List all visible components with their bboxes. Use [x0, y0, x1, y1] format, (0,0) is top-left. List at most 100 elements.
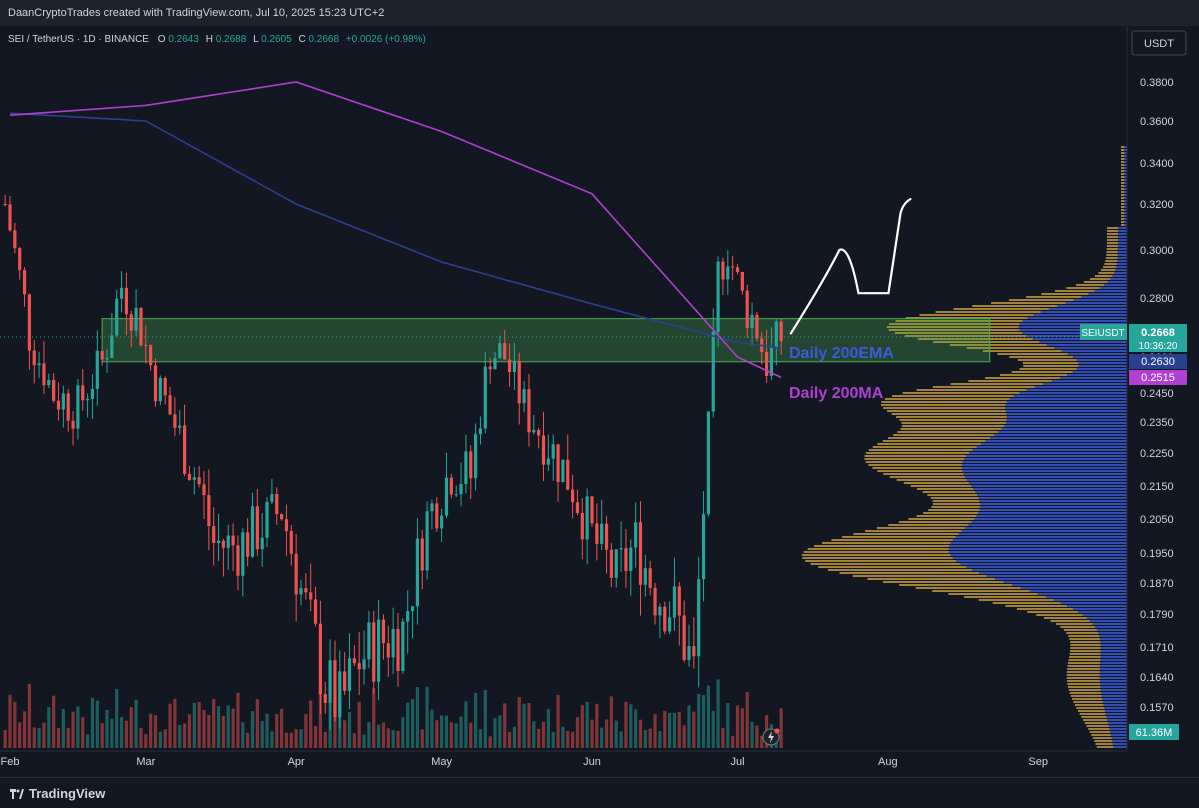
vp-bar-up	[891, 413, 1007, 415]
vp-bar-up	[1121, 158, 1125, 160]
vp-bar-down	[1117, 242, 1127, 244]
volume-bar	[503, 703, 507, 748]
x-tick-label: Apr	[288, 756, 305, 768]
symbol-tag-bg	[1080, 324, 1127, 340]
candle-body	[231, 535, 235, 546]
vp-bar-down	[1009, 398, 1127, 400]
vp-bar-down	[1094, 290, 1127, 292]
vp-bar-down	[1124, 209, 1127, 211]
vp-bar-up	[1069, 692, 1102, 694]
candle-body	[454, 494, 458, 496]
candle-body	[721, 261, 725, 280]
volume-bar	[532, 721, 536, 748]
candle-body	[575, 502, 580, 514]
vp-bar-down	[1100, 647, 1127, 649]
vp-bar-down	[1048, 308, 1127, 310]
vp-bar-down	[968, 482, 1127, 484]
vp-bar-down	[1116, 263, 1127, 265]
vp-bar-up	[1121, 194, 1125, 196]
candle-body	[706, 411, 710, 515]
vp-bar-up	[1022, 362, 1079, 364]
volume-bar	[163, 729, 167, 748]
volume-bar	[299, 729, 303, 748]
vp-bar-down	[1100, 656, 1127, 658]
vp-bar-up	[1121, 167, 1125, 169]
vp-bar-up	[1084, 722, 1108, 724]
vp-bar-up	[1074, 704, 1104, 706]
price-axis[interactable]: 0.3800 0.3600 0.3400 0.3200 0.3000 0.2800 0.26…	[1080, 77, 1187, 740]
vp-bar-up	[950, 383, 1044, 385]
candle-body	[149, 345, 153, 366]
candle-body	[386, 643, 390, 658]
candle-body	[280, 514, 284, 520]
vp-bar-up	[985, 377, 1060, 379]
vp-bar-down	[949, 551, 1127, 553]
volume-bar	[692, 711, 696, 748]
vp-bar-up	[1055, 623, 1093, 625]
y-tick-label: 0.1570	[1140, 702, 1174, 714]
vp-bar-up	[982, 350, 1062, 352]
vp-bar-down	[1124, 173, 1127, 175]
y-tick-label: 0.3800	[1140, 77, 1174, 89]
volume-bar	[469, 722, 473, 748]
vp-bar-down	[976, 446, 1127, 448]
vp-bar-up	[927, 494, 978, 496]
vp-bar-up	[864, 455, 967, 457]
vp-bar-up	[865, 461, 963, 463]
price-chart[interactable]: Daily 200EMA Daily 200MA 0.3800 0.3600 0.34…	[0, 26, 1199, 777]
vp-bar-up	[1121, 191, 1125, 193]
vp-bar-up	[904, 335, 1027, 337]
vp-bar-down	[977, 494, 1127, 496]
lightning-icon[interactable]	[762, 728, 780, 746]
vp-bar-down	[1072, 608, 1127, 610]
candle-body	[66, 393, 70, 421]
vp-bar-up	[999, 374, 1067, 376]
vp-bar-down	[1100, 662, 1127, 664]
volume-bar	[236, 692, 240, 748]
vp-bar-down	[1006, 413, 1127, 415]
vp-bar-down	[1006, 416, 1127, 418]
candle-body	[3, 204, 7, 205]
vp-bar-down	[1022, 320, 1127, 322]
vp-bar-down	[1006, 419, 1127, 421]
time-axis[interactable]: Feb Mar Apr May Jun Jul Aug Sep	[1, 756, 1048, 768]
vp-bar-up	[1019, 368, 1077, 370]
volume-bar	[183, 723, 187, 748]
vp-bar-down	[965, 566, 1127, 568]
volume-bar	[658, 730, 662, 748]
currency-label: USDT	[1144, 38, 1174, 50]
vp-bar-up	[867, 578, 995, 580]
candle-body	[541, 435, 546, 465]
vp-bar-up	[1121, 179, 1125, 181]
candle-body	[260, 537, 264, 550]
candle-body	[333, 660, 337, 718]
candle-body	[134, 307, 138, 331]
candle-body	[250, 506, 255, 557]
candle-body	[779, 321, 783, 342]
vp-bar-down	[1027, 317, 1127, 319]
vp-bar-down	[1073, 299, 1127, 301]
vp-bar-up	[917, 338, 1033, 340]
vp-bar-up	[932, 590, 1030, 592]
vp-bar-up	[1068, 659, 1101, 661]
vp-bar-up	[1067, 683, 1101, 685]
tradingview-logo[interactable]: TradingView	[10, 786, 105, 801]
vp-bar-up	[1121, 197, 1125, 199]
volume-bar	[731, 735, 735, 748]
candle-body	[32, 350, 36, 366]
vp-bar-down	[974, 518, 1127, 520]
vp-bar-down	[1029, 590, 1127, 592]
vp-bar-down	[994, 578, 1127, 580]
volume-bar	[105, 709, 109, 748]
candle-body	[406, 610, 410, 622]
currency-button[interactable]: USDT	[1131, 30, 1187, 56]
candle-body	[309, 592, 313, 600]
candle-body	[90, 389, 95, 399]
vp-bar-up	[1089, 731, 1111, 733]
volume-bar	[440, 715, 444, 748]
footer-brand: TradingView	[29, 786, 106, 801]
volume-bar	[561, 726, 565, 748]
candle-body	[648, 568, 652, 588]
vp-bar-down	[1060, 602, 1127, 604]
volume-bar	[212, 698, 216, 748]
